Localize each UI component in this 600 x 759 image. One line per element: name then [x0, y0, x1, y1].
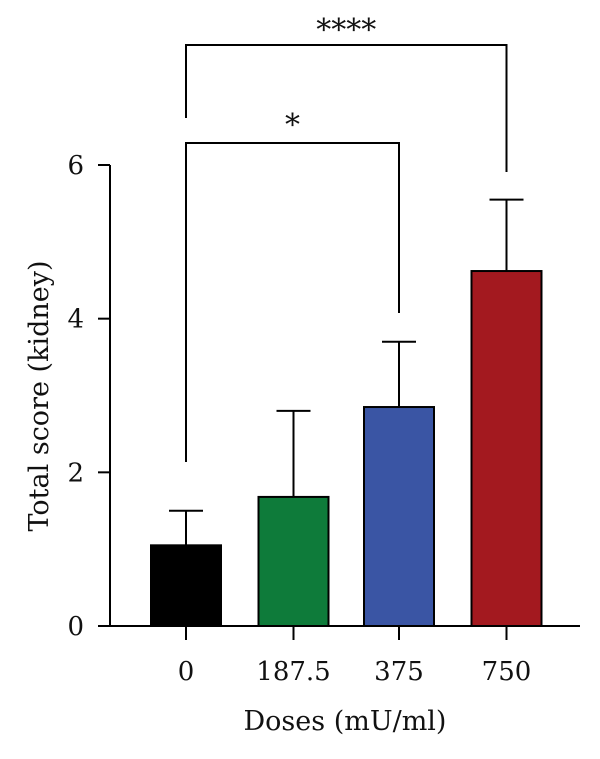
significance-bracket	[185, 142, 400, 462]
x-tick-label: 0	[178, 657, 195, 687]
y-axis-title: Total score (kidney)	[24, 260, 55, 531]
x-tick-label: 187.5	[256, 657, 330, 687]
y-tick-label: 0	[67, 612, 84, 642]
significance-brackets: *****	[185, 13, 508, 462]
y-tick-label: 6	[67, 151, 84, 181]
x-tick-label: 375	[374, 657, 424, 687]
significance-label: ****	[316, 13, 376, 48]
x-ticks: 0 187.5 375 750	[178, 626, 532, 687]
bar-0	[150, 544, 222, 628]
x-axis-title: Doses (mU/ml)	[244, 706, 447, 737]
significance-label: *	[285, 108, 300, 143]
y-tick-label: 4	[67, 305, 84, 335]
x-tick-label: 750	[482, 657, 532, 687]
bar-750	[470, 270, 543, 627]
bars	[150, 270, 543, 628]
error-bars	[169, 198, 524, 546]
bar-375	[363, 406, 435, 627]
y-ticks: 0 2 4 6	[67, 151, 110, 642]
bar-187.5	[257, 495, 330, 628]
y-tick-label: 2	[67, 458, 84, 488]
significance-bracket	[185, 44, 508, 172]
